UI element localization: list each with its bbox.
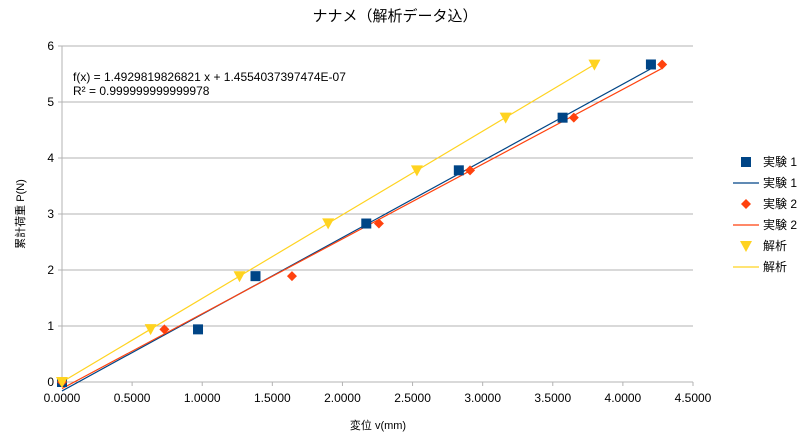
x-tick-label: 4.5000 [675, 391, 712, 405]
legend-label: 実験 1 [763, 154, 797, 169]
y-tick-label: 5 [47, 95, 54, 109]
point-解析 [499, 112, 512, 124]
legend-label: 実験 1 [763, 175, 797, 190]
trendline-r-squared: R² = 0.999999999999978 [73, 84, 210, 98]
x-tick-label: 1.0000 [184, 391, 221, 405]
x-tick-label: 3.5000 [534, 391, 571, 405]
point-解析 [56, 377, 68, 388]
point-実験 1 [250, 271, 261, 282]
data-points [56, 59, 668, 388]
x-tick-label: 2.0000 [324, 391, 361, 405]
legend-label: 実験 2 [763, 217, 797, 232]
point-解析 [410, 165, 423, 177]
trendline-equation: f(x) = 1.4929819826821 x + 1.45540373974… [73, 70, 346, 84]
legend-label: 解析 [763, 239, 787, 253]
point-実験 2 [159, 324, 170, 335]
chart-title: ナナメ（解析データ込） [312, 7, 477, 25]
point-実験 2 [657, 59, 668, 70]
x-tick-label: 2.5000 [394, 391, 431, 405]
point-解析 [144, 324, 157, 336]
x-tick-label: 1.5000 [254, 391, 291, 405]
y-tick-label: 4 [47, 151, 54, 165]
x-tick-labels: 0.0000 0.5000 1.0000 1.5000 2.0000 2.5000 3.00… [44, 391, 712, 405]
point-実験 1 [453, 165, 464, 176]
x-tick-label: 4.0000 [605, 391, 642, 405]
y-tick-label: 2 [47, 263, 54, 277]
x-tick-label: 3.0000 [464, 391, 501, 405]
legend-label: 実験 2 [763, 196, 797, 211]
point-実験 1 [361, 218, 372, 229]
legend-marker-実験 2 [741, 199, 751, 209]
point-実験 1 [645, 59, 656, 70]
x-axis-label: 変位 v(mm) [350, 418, 406, 432]
point-実験 2 [568, 112, 579, 123]
y-axis-label: 累計荷重 P(N) [13, 179, 27, 249]
point-解析 [233, 271, 246, 283]
gridlines [58, 45, 694, 386]
x-tick-label: 0.0000 [44, 391, 81, 405]
point-解析 [588, 59, 601, 71]
legend-marker-解析 [740, 241, 752, 252]
legend-marker-実験 1 [741, 157, 751, 167]
point-実験 2 [373, 218, 384, 229]
trendline-実験 1 [61, 68, 652, 392]
y-tick-label: 6 [47, 39, 54, 53]
legend-label: 解析 [763, 260, 787, 274]
y-tick-labels: 0 1 2 3 4 5 6 [47, 39, 54, 389]
x-tick-label: 0.5000 [114, 391, 151, 405]
point-実験 1 [557, 112, 568, 123]
point-実験 2 [465, 165, 476, 176]
y-tick-label: 3 [47, 207, 54, 221]
point-解析 [322, 218, 335, 230]
y-tick-label: 0 [47, 375, 54, 389]
point-実験 1 [193, 324, 204, 335]
y-tick-label: 1 [47, 319, 54, 333]
point-実験 2 [286, 271, 297, 282]
